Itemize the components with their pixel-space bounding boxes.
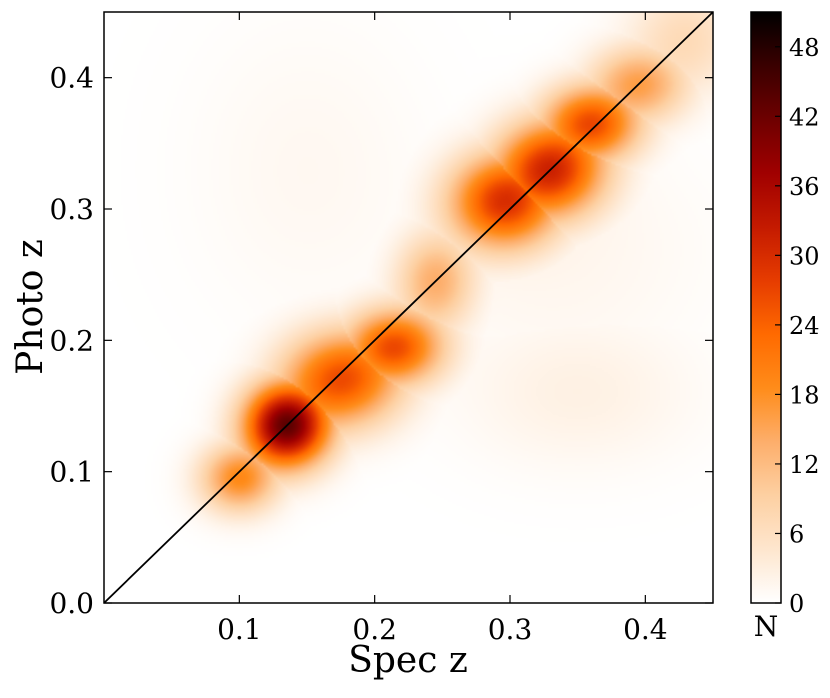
y-tick-label: 0.0 — [49, 587, 94, 620]
colorbar-label: N — [754, 610, 779, 643]
colorbar-tick-label: 48 — [789, 34, 820, 62]
colorbar-tick-label: 42 — [789, 103, 820, 131]
colorbar-tick-label: 0 — [789, 590, 804, 618]
colorbar-tick-label: 18 — [789, 381, 820, 409]
x-tick-label: 0.1 — [217, 613, 262, 646]
x-axis: 0.1 0.2 0.3 0.4 — [217, 12, 668, 646]
x-tick-label: 0.4 — [623, 613, 668, 646]
y-tick-label: 0.2 — [49, 324, 94, 357]
colorbar-tick-label: 12 — [789, 451, 820, 479]
y-axis: 0.0 0.1 0.2 0.3 0.4 — [49, 62, 713, 620]
y-axis-label: Photo z — [10, 239, 51, 375]
y-tick-label: 0.1 — [49, 456, 94, 489]
colorbar — [750, 11, 782, 604]
y-tick-label: 0.4 — [49, 62, 94, 95]
colorbar-tick-label: 36 — [789, 173, 820, 201]
colorbar-tick-label: 6 — [789, 520, 804, 548]
y-tick-label: 0.3 — [49, 193, 94, 226]
one-to-one-reference-line — [103, 11, 714, 604]
plot-frame — [103, 11, 714, 604]
x-axis-label: Spec z — [348, 640, 468, 681]
x-tick-label: 0.2 — [352, 613, 397, 646]
x-tick-label: 0.3 — [488, 613, 533, 646]
colorbar-ticks: 0 6 12 18 24 30 36 42 48 — [775, 34, 820, 618]
colorbar-tick-label: 30 — [789, 242, 820, 270]
colorbar-tick-label: 24 — [789, 312, 820, 340]
